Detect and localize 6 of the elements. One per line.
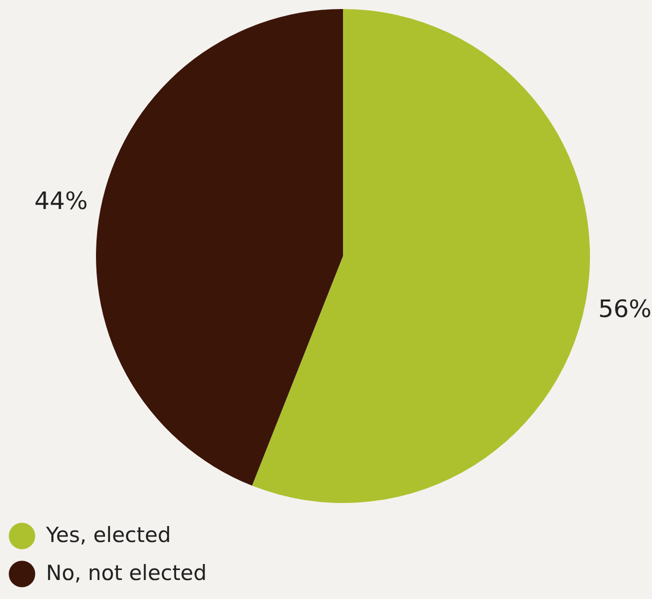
- pie-slice: [252, 9, 590, 503]
- legend-label: No, not elected: [46, 561, 207, 585]
- data-label: 56%: [598, 294, 652, 323]
- legend-label: Yes, elected: [45, 523, 171, 547]
- pie-slice: [96, 9, 343, 486]
- data-label: 44%: [34, 187, 88, 216]
